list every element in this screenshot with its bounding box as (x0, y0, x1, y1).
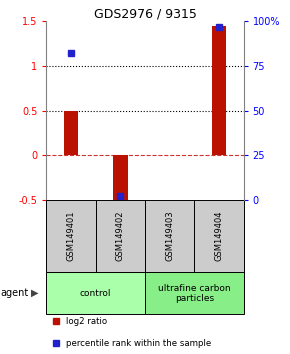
Text: agent: agent (0, 288, 28, 298)
Text: control: control (80, 289, 111, 298)
Text: GSM149404: GSM149404 (214, 211, 224, 261)
Bar (46, 272, 145, 314)
Text: GSM149401: GSM149401 (66, 211, 76, 261)
Title: GDS2976 / 9315: GDS2976 / 9315 (94, 7, 196, 20)
Bar (145, 272, 244, 314)
Bar (194, 200, 244, 272)
Text: GSM149402: GSM149402 (116, 211, 125, 261)
Text: ▶: ▶ (31, 288, 39, 298)
Text: ultrafine carbon
particles: ultrafine carbon particles (158, 284, 231, 303)
Bar (113, 155, 128, 201)
Bar (64, 110, 78, 155)
Text: percentile rank within the sample: percentile rank within the sample (66, 339, 211, 348)
Bar (46, 200, 96, 272)
Text: GSM149403: GSM149403 (165, 211, 174, 261)
Text: log2 ratio: log2 ratio (66, 317, 107, 326)
Bar (96, 200, 145, 272)
Bar (145, 200, 194, 272)
Bar (212, 26, 226, 155)
